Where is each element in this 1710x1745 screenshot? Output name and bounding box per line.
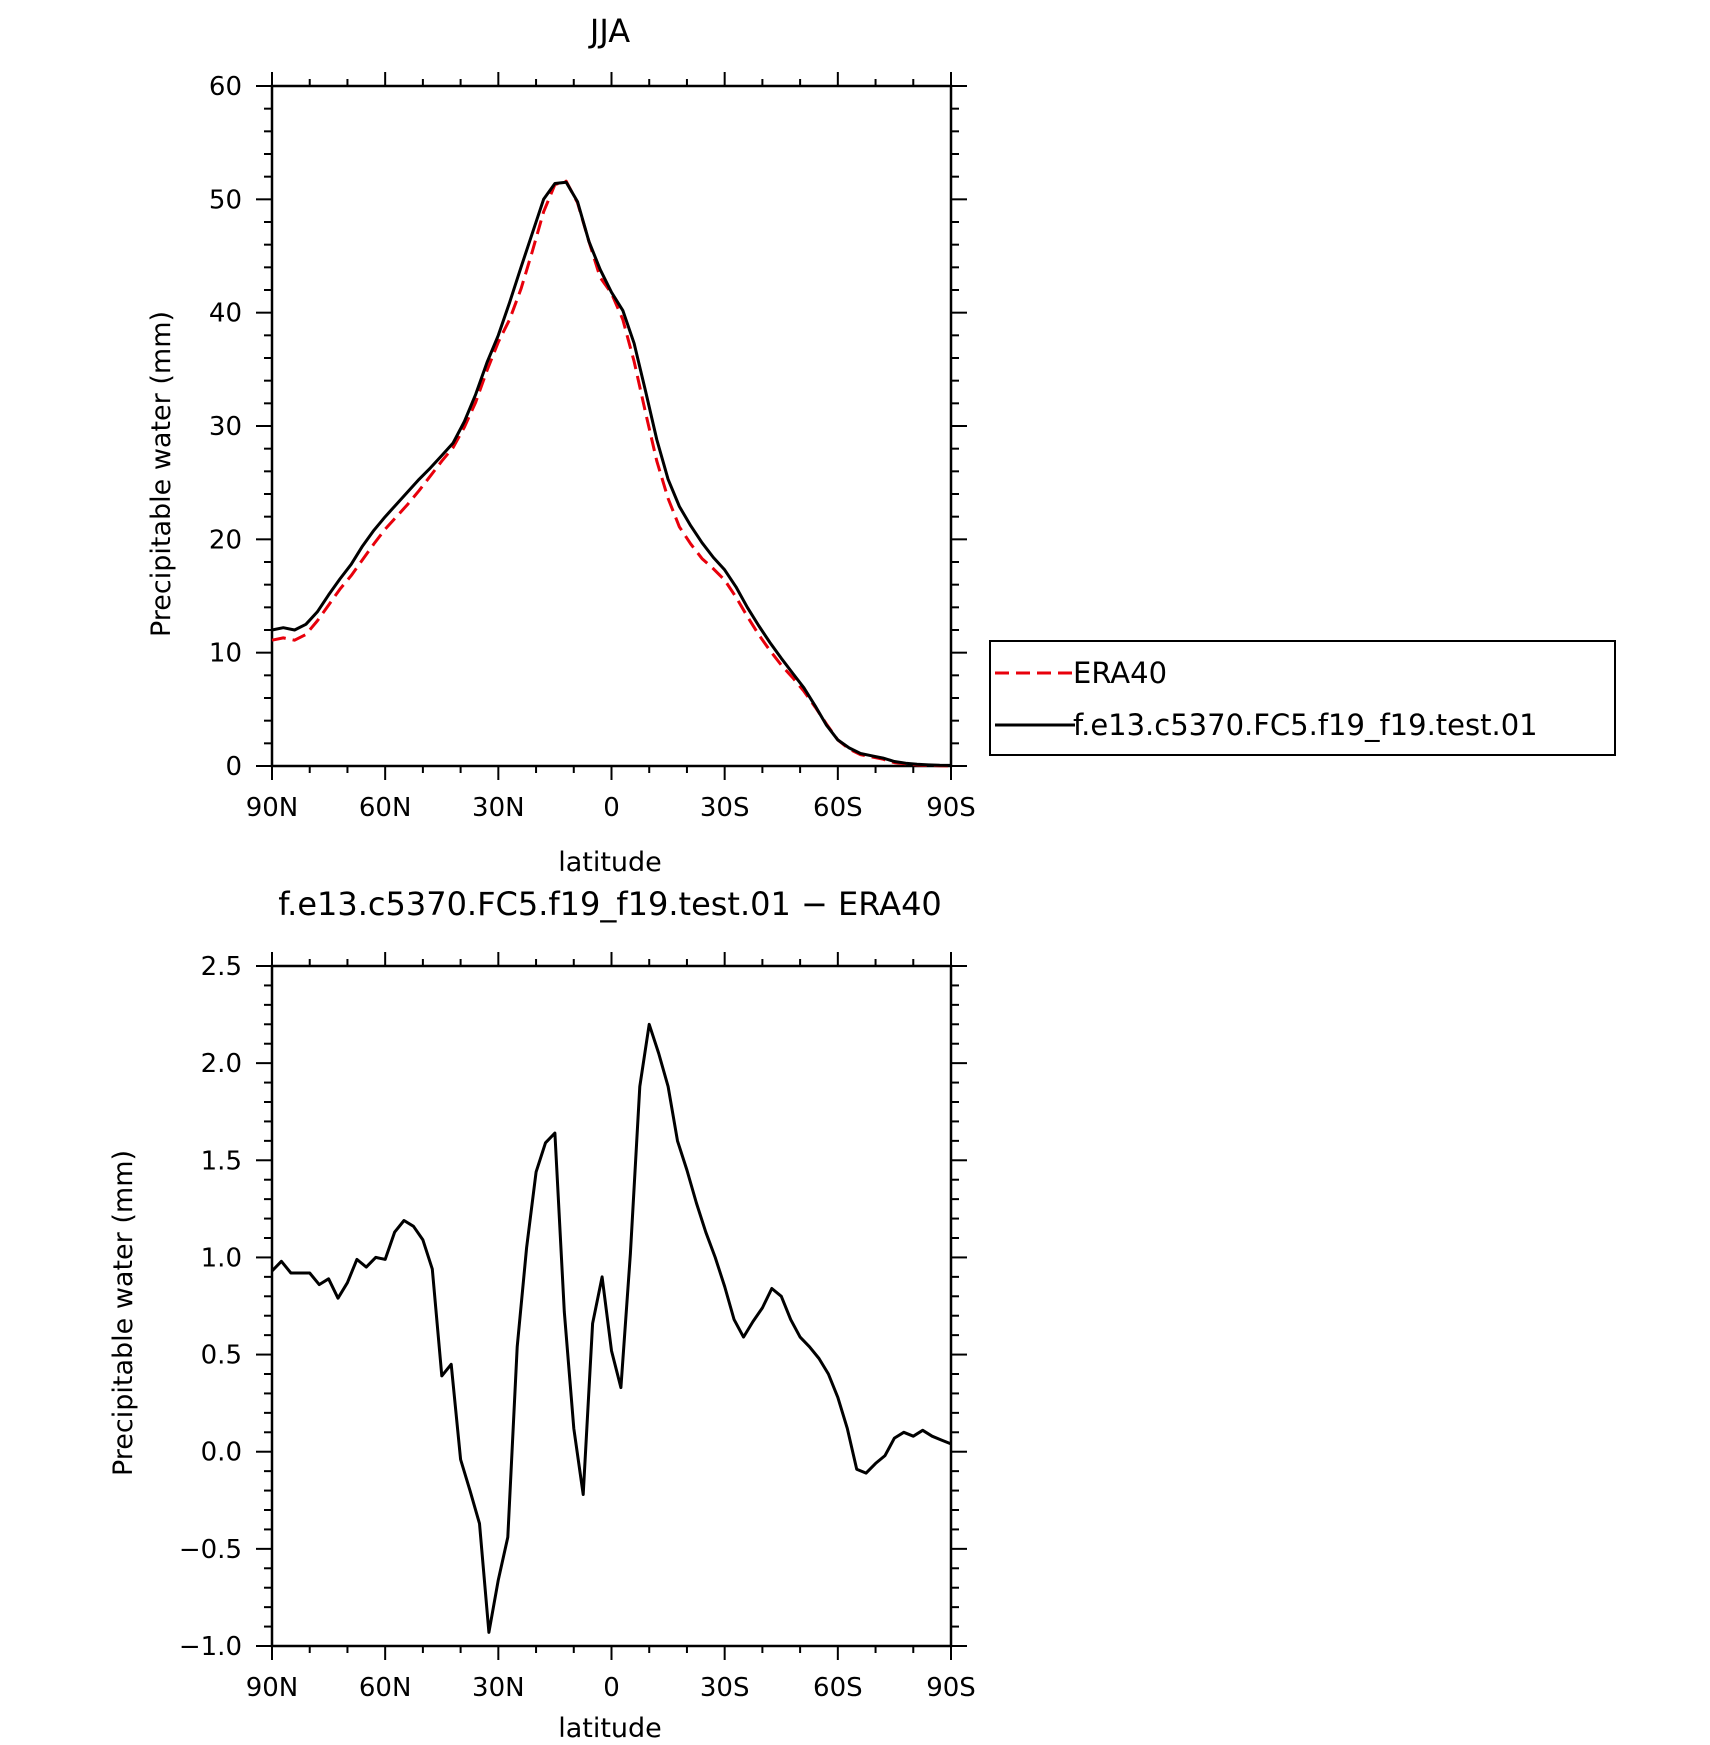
y-tick-label: 10 xyxy=(209,639,242,669)
y-tick-label: 0.5 xyxy=(201,1341,242,1371)
y-tick-label: 2.0 xyxy=(201,1049,242,1079)
x-tick-label: 0 xyxy=(603,793,620,823)
legend-label-model: f.e13.c5370.FC5.f19_f19.test.01 xyxy=(1073,708,1538,742)
y-axis-title: Precipitable water (mm) xyxy=(146,311,177,637)
x-tick-label: 60S xyxy=(813,1673,863,1703)
y-tick-label: 50 xyxy=(209,185,242,215)
x-tick-label: 60N xyxy=(359,793,412,823)
precipitable-water-chart: JJA 90N 60N 30N 0 30S 60S 90S 0 10 20 30 40 50 60 lat… xyxy=(146,12,976,878)
chart-title: JJA xyxy=(588,12,630,50)
y-axis-title: Precipitable water (mm) xyxy=(108,1150,139,1476)
legend-box xyxy=(989,640,1616,756)
y-tick-label: 0 xyxy=(225,752,242,782)
plot-frame xyxy=(270,964,953,1648)
x-tick-label: 30S xyxy=(700,1673,750,1703)
x-tick-label: 90S xyxy=(926,793,976,823)
x-axis-title: latitude xyxy=(558,1713,662,1744)
series-line-f-e13-c5370-fc5-f19-f19-test-01 xyxy=(271,180,952,767)
y-tick-label: −0.5 xyxy=(179,1535,242,1565)
y-tick-label: 40 xyxy=(209,299,242,329)
y-tick-label: 20 xyxy=(209,525,242,555)
legend-label-era40: ERA40 xyxy=(1073,656,1167,690)
chart-title: f.e13.c5370.FC5.f19_f19.test.01 − ERA40 xyxy=(278,885,942,923)
x-tick-label: 30N xyxy=(472,793,525,823)
y-tick-label: 1.5 xyxy=(201,1146,242,1176)
y-tick-label: 30 xyxy=(209,412,242,442)
x-tick-label: 90S xyxy=(926,1673,976,1703)
x-tick-label: 90N xyxy=(246,793,299,823)
x-tick-label: 30S xyxy=(700,793,750,823)
x-tick-label: 60S xyxy=(813,793,863,823)
series-line-difference xyxy=(270,1022,952,1634)
difference-chart: f.e13.c5370.FC5.f19_f19.test.01 − ERA40 … xyxy=(108,885,976,1744)
legend: ERA40 f.e13.c5370.FC5.f19_f19.test.01 xyxy=(989,640,1616,756)
x-tick-label: 60N xyxy=(359,1673,412,1703)
x-tick-label: 30N xyxy=(472,1673,525,1703)
y-tick-label: 2.5 xyxy=(201,952,242,982)
y-tick-label: 1.0 xyxy=(201,1243,242,1273)
series-line-era40 xyxy=(271,179,952,768)
x-tick-label: 0 xyxy=(603,1673,620,1703)
y-tick-label: 60 xyxy=(209,72,242,102)
plot-area: 90N 60N 30N 0 30S 60S 90S 0 10 20 30 40 50 60 xyxy=(209,72,976,823)
plot-area: 90N 60N 30N 0 30S 60S 90S −1.0 −0.5 0.0 0.5 1.0 1.5 2… xyxy=(179,952,976,1703)
x-tick-label: 90N xyxy=(246,1673,299,1703)
x-axis-title: latitude xyxy=(558,847,662,878)
plot-frame xyxy=(270,84,953,768)
y-tick-label: −1.0 xyxy=(179,1632,242,1662)
y-tick-label: 0.0 xyxy=(201,1438,242,1468)
